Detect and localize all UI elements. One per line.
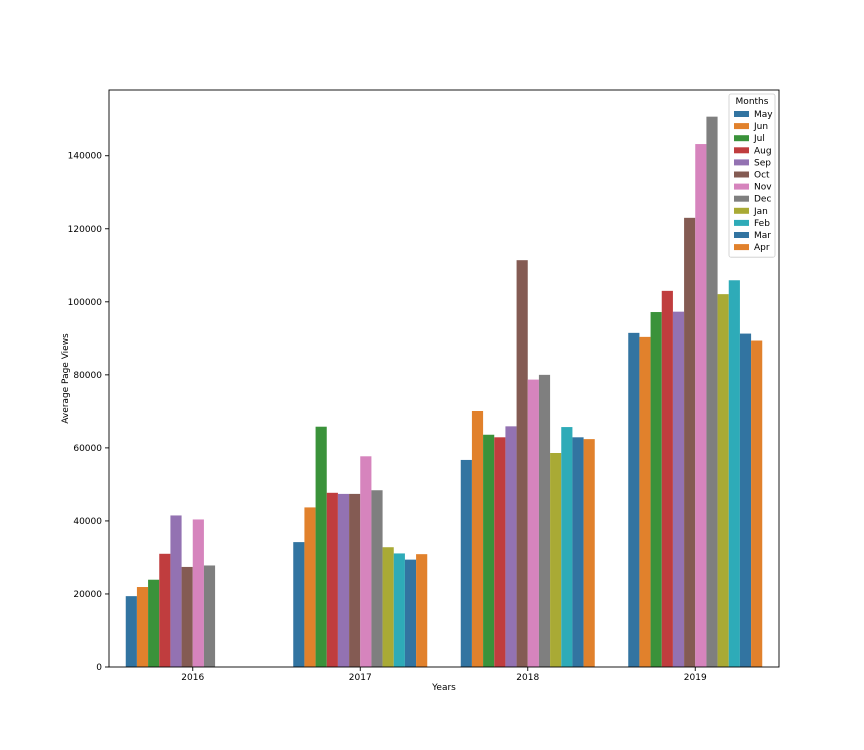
legend-swatch <box>734 219 749 226</box>
bar-nov-2016 <box>192 519 204 667</box>
y-tick-label: 60000 <box>73 444 102 454</box>
bar-jul-2019 <box>650 312 662 667</box>
y-tick-label: 80000 <box>73 371 102 381</box>
y-tick-label: 40000 <box>73 517 102 527</box>
legend-label: Jun <box>753 122 768 132</box>
plot-frame <box>108 89 780 668</box>
bar-dec-2018 <box>538 374 551 667</box>
legend-swatch <box>734 171 749 178</box>
bar-feb-2019 <box>728 280 740 667</box>
x-tick-label: 2016 <box>181 673 204 683</box>
bar-aug-2018 <box>494 437 506 667</box>
legend-label: Oct <box>754 171 770 181</box>
legend-label: Jul <box>753 134 765 144</box>
legend-swatch <box>734 147 749 154</box>
legend-label: Apr <box>754 243 770 253</box>
y-tick-label: 0 <box>96 663 102 673</box>
bar-nov-2017 <box>360 456 372 667</box>
bars-group <box>125 116 763 668</box>
bar-dec-2016 <box>203 565 216 667</box>
bar-jul-2016 <box>148 579 160 667</box>
legend-title: Months <box>736 97 769 107</box>
bar-apr-2019 <box>751 340 763 667</box>
bar-oct-2019 <box>684 217 696 667</box>
legend-swatch <box>734 207 749 214</box>
bar-jun-2016 <box>136 587 149 667</box>
bar-oct-2018 <box>516 260 528 667</box>
x-axis-label: Years <box>431 683 456 693</box>
bar-oct-2017 <box>349 493 361 667</box>
legend-label: Aug <box>754 146 772 156</box>
legend-swatch <box>734 111 749 117</box>
x-tick-label: 2018 <box>516 673 539 683</box>
bar-feb-2017 <box>393 553 405 667</box>
bar-may-2018 <box>460 459 472 667</box>
bar-oct-2016 <box>181 566 193 667</box>
bar-dec-2017 <box>371 490 383 667</box>
bar-apr-2018 <box>583 439 595 667</box>
legend-label: Nov <box>754 183 772 193</box>
bar-aug-2017 <box>326 492 338 667</box>
bar-jun-2018 <box>471 411 484 667</box>
bar-jun-2019 <box>639 336 651 667</box>
legend-swatch <box>734 159 749 166</box>
bar-nov-2019 <box>695 144 707 668</box>
bar-aug-2019 <box>661 290 673 667</box>
y-tick-label: 120000 <box>68 225 103 235</box>
bar-dec-2019 <box>706 116 718 667</box>
bar-jul-2017 <box>315 426 327 667</box>
legend-swatch <box>734 183 749 190</box>
x-tick-label: 2017 <box>349 673 372 683</box>
x-tick-label: 2019 <box>684 673 707 683</box>
legend-box <box>728 93 776 258</box>
bar-apr-2017 <box>416 554 428 667</box>
bar-aug-2016 <box>159 553 171 667</box>
bar-mar-2019 <box>739 333 752 667</box>
legend-swatch <box>734 123 749 130</box>
y-tick-label: 100000 <box>68 298 103 308</box>
y-tick-label: 140000 <box>68 152 103 162</box>
y-axis-label: Average Page Views <box>61 333 71 424</box>
bar-jan-2017 <box>382 547 394 667</box>
legend-label: Jan <box>753 207 768 217</box>
bar-sep-2018 <box>505 426 517 667</box>
bar-mar-2017 <box>404 559 417 667</box>
legend-swatch <box>734 232 749 238</box>
bar-jan-2019 <box>717 294 729 667</box>
bar-jun-2017 <box>304 507 316 667</box>
bar-jan-2018 <box>550 453 562 667</box>
bar-mar-2018 <box>572 437 584 667</box>
legend-swatch <box>734 135 749 142</box>
bar-nov-2018 <box>527 379 539 667</box>
bar-feb-2018 <box>561 427 573 667</box>
bar-sep-2016 <box>170 515 182 667</box>
axes-group: 0 20000 40000 60000 80000 100000 120000 140000 2… <box>68 89 780 683</box>
legend-label: Dec <box>754 195 771 205</box>
bar-may-2017 <box>293 542 305 667</box>
legend-label: Feb <box>754 219 770 229</box>
bar-may-2019 <box>628 332 640 667</box>
legend-label: Mar <box>754 231 771 241</box>
legend-label: Sep <box>754 158 771 168</box>
legend: Months May Jun Jul Aug Sep Oct Nov Dec Jan Feb Mar A… <box>728 93 776 258</box>
bar-may-2016 <box>125 596 137 667</box>
bar-jul-2018 <box>483 434 495 667</box>
legend-label: May <box>754 110 773 120</box>
y-tick-label: 20000 <box>73 590 102 600</box>
legend-swatch <box>734 244 749 251</box>
legend-swatch <box>734 195 749 202</box>
bar-sep-2019 <box>672 311 685 667</box>
bar-sep-2017 <box>337 493 350 667</box>
